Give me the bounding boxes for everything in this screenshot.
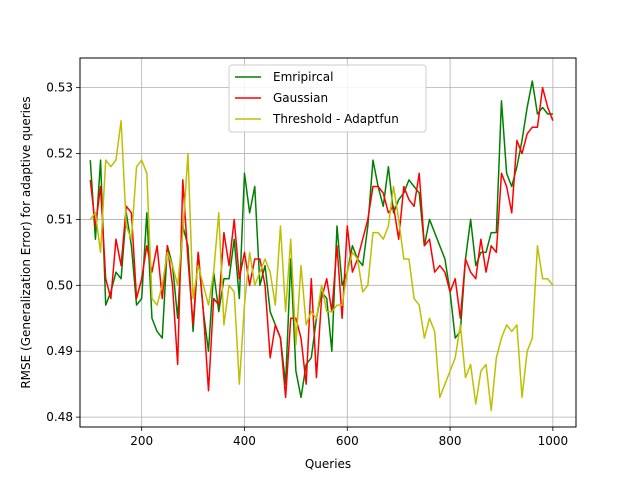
x-tick-label: 400 xyxy=(233,434,256,448)
y-axis-label: RMSE (Generalization Error) for adaptive… xyxy=(19,96,33,388)
legend: Emripircal Gaussian Threshold - Adaptfun xyxy=(228,64,427,133)
y-tick-label: 0.49 xyxy=(46,344,73,358)
x-tick-label: 1000 xyxy=(538,434,569,448)
legend-label-2: Gaussian xyxy=(273,91,328,105)
series-line-2 xyxy=(89,86,554,399)
legend-box xyxy=(228,64,427,133)
y-tick-label: 0.51 xyxy=(46,212,73,226)
series-group xyxy=(89,80,554,412)
y-tick-label: 0.53 xyxy=(46,81,73,95)
x-tick-label: 600 xyxy=(336,434,359,448)
y-tick-label: 0.48 xyxy=(46,410,73,424)
x-axis-label: Queries xyxy=(305,457,351,471)
series-line-3 xyxy=(89,119,554,412)
x-tick-label: 200 xyxy=(130,434,153,448)
plot-frame xyxy=(79,57,577,428)
x-axis: 200 400 600 800 1000 xyxy=(130,427,568,448)
y-tick-label: 0.50 xyxy=(46,278,73,292)
x-tick-label: 800 xyxy=(439,434,462,448)
y-tick-label: 0.52 xyxy=(46,147,73,161)
y-axis: 0.48 0.49 0.50 0.51 0.52 0.53 xyxy=(46,81,80,424)
legend-label-1: Emripircal xyxy=(273,70,333,84)
legend-label-3: Threshold - Adaptfun xyxy=(272,112,399,126)
